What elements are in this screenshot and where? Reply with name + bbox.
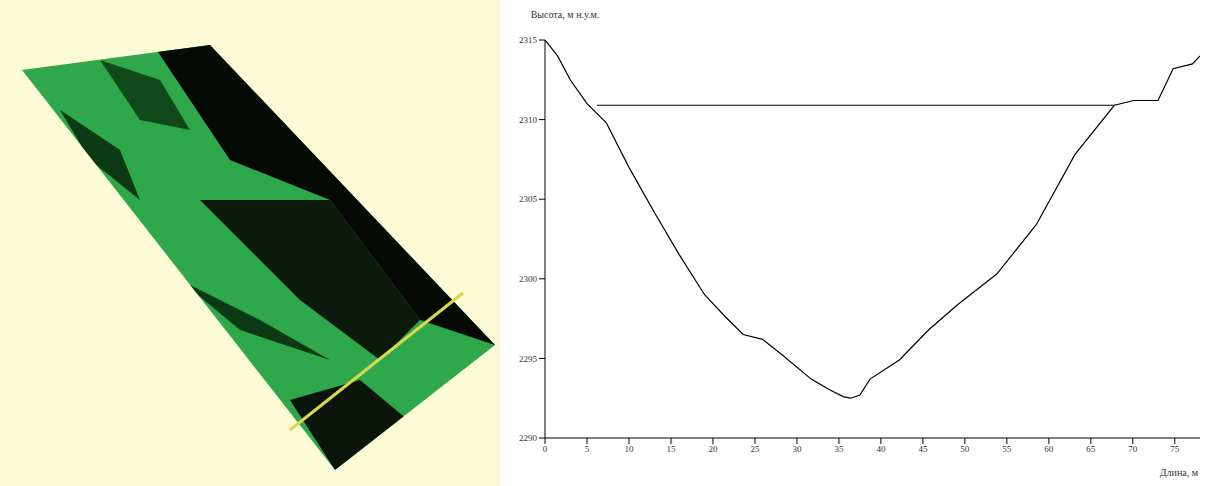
svg-text:2295: 2295 xyxy=(519,354,538,364)
svg-text:Длина, м: Длина, м xyxy=(1160,467,1199,478)
svg-text:50: 50 xyxy=(960,444,970,454)
svg-text:30: 30 xyxy=(792,444,802,454)
svg-text:Высота, м н.у.м.: Высота, м н.у.м. xyxy=(531,9,600,20)
svg-text:65: 65 xyxy=(1086,444,1096,454)
svg-text:75: 75 xyxy=(1170,444,1180,454)
svg-text:55: 55 xyxy=(1002,444,1012,454)
svg-text:35: 35 xyxy=(834,444,844,454)
svg-text:2310: 2310 xyxy=(519,115,538,125)
svg-text:45: 45 xyxy=(918,444,928,454)
svg-text:40: 40 xyxy=(876,444,886,454)
svg-text:20: 20 xyxy=(708,444,718,454)
svg-text:0: 0 xyxy=(543,444,548,454)
svg-text:2305: 2305 xyxy=(519,194,538,204)
svg-text:2315: 2315 xyxy=(519,35,538,45)
svg-text:70: 70 xyxy=(1128,444,1138,454)
svg-text:10: 10 xyxy=(624,444,634,454)
svg-text:2300: 2300 xyxy=(519,274,538,284)
svg-text:25: 25 xyxy=(750,444,760,454)
svg-text:60: 60 xyxy=(1044,444,1054,454)
svg-text:2290: 2290 xyxy=(519,433,538,443)
svg-text:5: 5 xyxy=(585,444,590,454)
svg-text:15: 15 xyxy=(666,444,676,454)
